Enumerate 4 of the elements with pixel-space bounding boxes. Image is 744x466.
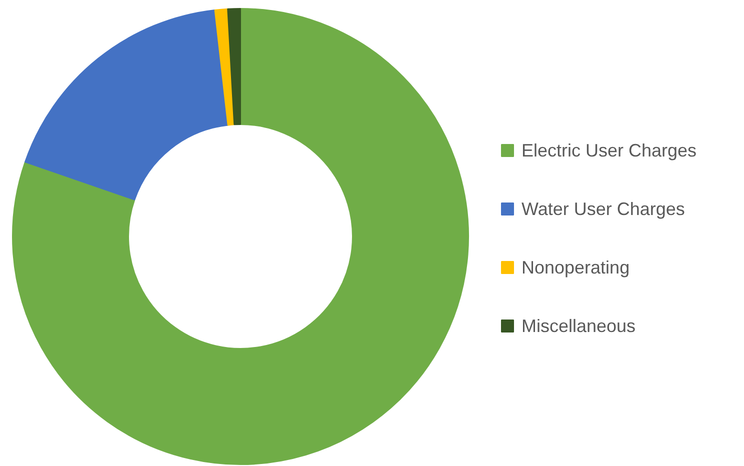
legend-label: Electric User Charges bbox=[522, 140, 697, 160]
legend-label: Water User Charges bbox=[522, 199, 685, 219]
legend-label: Miscellaneous bbox=[522, 316, 636, 336]
legend-label: Nonoperating bbox=[522, 258, 630, 278]
